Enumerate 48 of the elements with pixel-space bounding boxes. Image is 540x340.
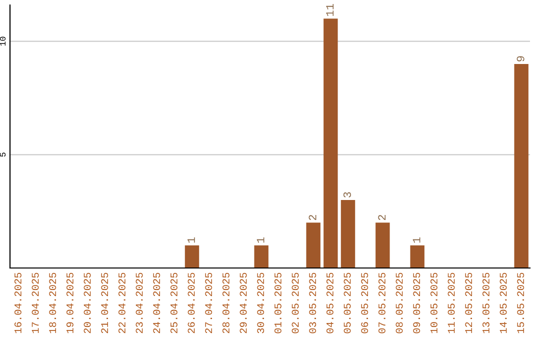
- bar: [410, 245, 424, 268]
- y-tick-label: 5: [0, 152, 6, 157]
- x-tick-label: 01.05.2025: [274, 272, 282, 334]
- bar: [254, 245, 268, 268]
- x-tick-label: 13.05.2025: [482, 272, 490, 334]
- bar: [376, 222, 390, 268]
- x-tick-label: 05.05.2025: [344, 272, 351, 334]
- x-tick-label: 19.04.2025: [66, 272, 74, 334]
- x-tick-label: 22.04.2025: [118, 272, 126, 334]
- bar: [340, 200, 356, 268]
- x-tick-label: 25.04.2025: [170, 272, 178, 334]
- x-tick-label: 29.04.2025: [240, 272, 247, 334]
- x-tick-label: 15.05.2025: [517, 272, 524, 334]
- data-label: 2: [308, 214, 316, 220]
- x-tick-label: 16.04.2025: [14, 272, 22, 334]
- data-label: 1: [412, 237, 420, 243]
- data-label: 1: [256, 237, 264, 243]
- x-tick-label: 03.05.2025: [309, 272, 316, 334]
- x-tick-label: 04.05.2025: [326, 272, 334, 334]
- x-tick-label: 10.05.2025: [430, 272, 438, 334]
- x-tick-label: 24.04.2025: [153, 272, 160, 334]
- data-label: 11: [326, 4, 334, 16]
- x-tick-label: 28.04.2025: [222, 272, 230, 334]
- x-tick-label: 20.04.2025: [84, 272, 91, 334]
- bar: [324, 18, 338, 268]
- x-tick-label: 17.04.2025: [32, 272, 39, 334]
- x-tick-label: 23.04.2025: [136, 272, 143, 334]
- data-label: 2: [378, 214, 386, 220]
- x-tick-label: 11.05.2025: [448, 272, 455, 334]
- bar: [306, 222, 320, 268]
- y-tick-label: 10: [0, 36, 6, 46]
- data-label: 9: [516, 56, 524, 62]
- data-label: 1: [188, 237, 195, 243]
- x-tick-label: 09.05.2025: [413, 272, 420, 334]
- x-tick-label: 08.05.2025: [396, 272, 403, 334]
- x-tick-label: 12.05.2025: [465, 272, 472, 334]
- x-tick-label: 30.04.2025: [257, 272, 264, 334]
- x-tick-label: 14.05.2025: [500, 272, 507, 334]
- x-tick-label: 06.05.2025: [361, 272, 368, 334]
- x-tick-label: 02.05.2025: [292, 272, 299, 334]
- bar: [184, 245, 200, 268]
- x-tick-label: 26.04.2025: [188, 272, 195, 334]
- x-tick-label: 27.04.2025: [205, 272, 212, 334]
- bar: [514, 64, 528, 268]
- x-tick-label: 18.04.2025: [49, 272, 56, 334]
- x-tick-label: 21.04.2025: [101, 272, 108, 334]
- x-tick-label: 07.05.2025: [378, 272, 386, 334]
- data-label: 3: [343, 192, 351, 198]
